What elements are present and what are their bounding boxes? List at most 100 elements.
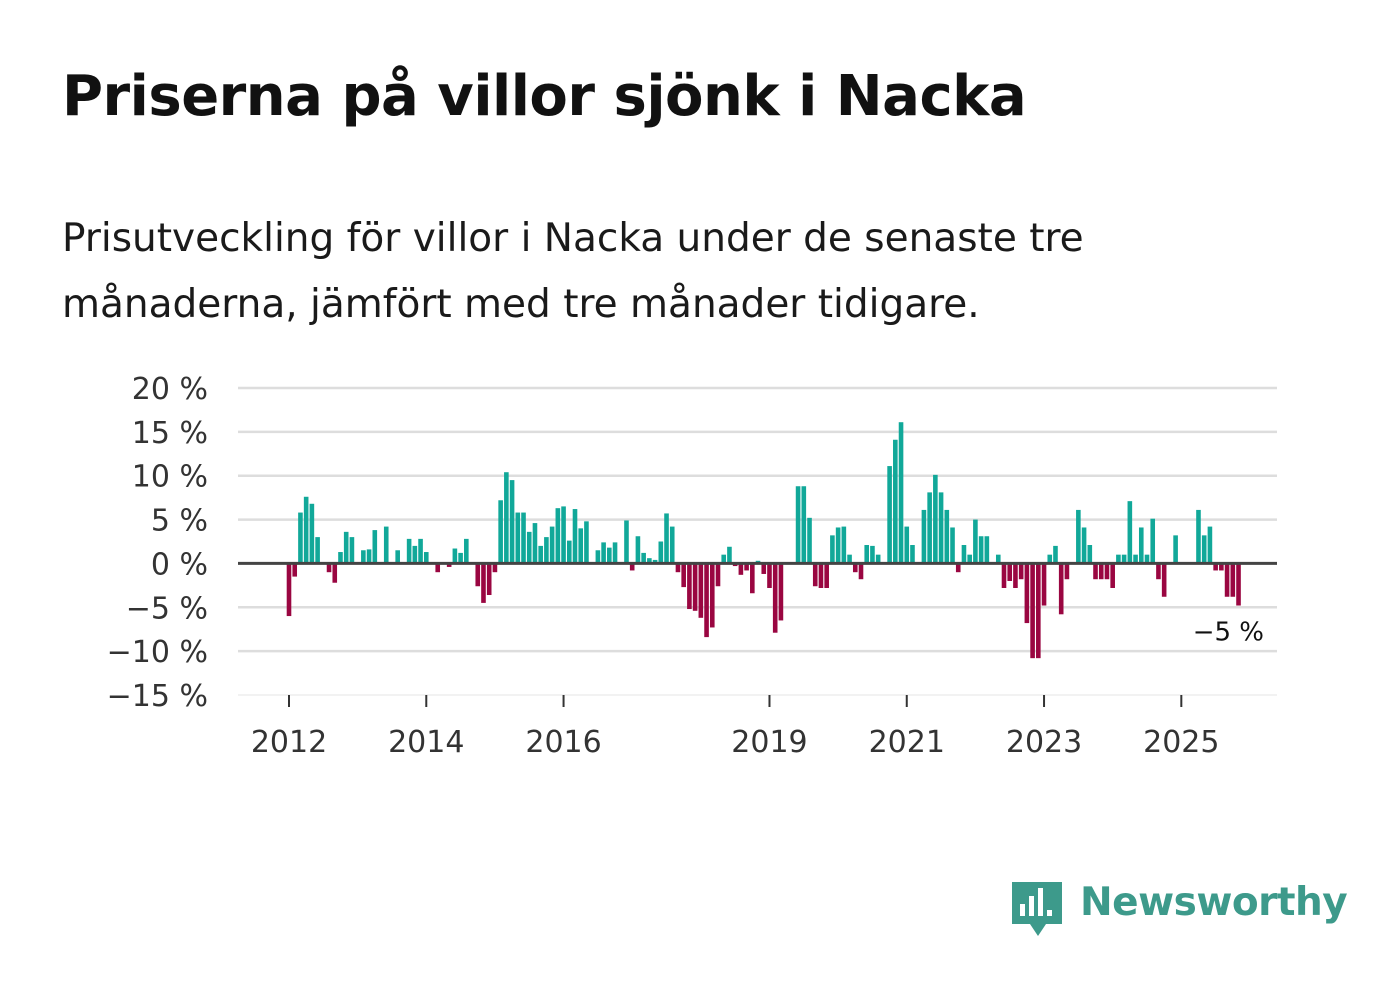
- y-tick-label: 5 %: [151, 504, 208, 539]
- bar-positive: [927, 492, 932, 564]
- bar-positive: [875, 554, 881, 564]
- bar-positive: [933, 474, 938, 564]
- newsworthy-logo-icon: [1012, 882, 1062, 936]
- bar-negative: [858, 563, 864, 580]
- bar-positive: [1144, 554, 1150, 564]
- bar-negative: [1018, 563, 1024, 580]
- bar-negative: [1236, 563, 1241, 606]
- bar-positive: [521, 512, 526, 564]
- bar-negative: [292, 563, 298, 577]
- bar-negative: [1030, 563, 1035, 659]
- bar-positive: [807, 517, 812, 564]
- bar-positive: [555, 508, 561, 564]
- y-tick-label: 15 %: [132, 416, 208, 451]
- bar-positive: [1201, 535, 1207, 564]
- bar-negative: [738, 563, 744, 575]
- bar-positive: [383, 526, 389, 564]
- bar-positive: [910, 545, 915, 564]
- bar-positive: [549, 526, 555, 564]
- bar-negative: [1001, 563, 1007, 588]
- bar-positive: [1207, 526, 1213, 564]
- bar-positive: [870, 545, 875, 564]
- bar-positive: [635, 536, 641, 564]
- bar-positive: [995, 554, 1001, 564]
- bar-negative: [1058, 563, 1064, 615]
- bar-positive: [572, 509, 578, 564]
- bar-negative: [818, 563, 824, 588]
- bar-negative: [955, 563, 961, 573]
- bar-negative: [1036, 563, 1041, 659]
- bar-positive: [309, 503, 315, 564]
- bar-positive: [973, 519, 978, 564]
- bar-negative: [750, 563, 755, 594]
- bar-positive: [1081, 527, 1087, 564]
- bar-positive: [967, 554, 972, 564]
- gridlines: [238, 386, 1277, 696]
- bar-negative: [687, 563, 692, 610]
- bar-positive: [904, 526, 910, 564]
- bar-chart: 20 %15 %10 %5 %0 %−5 %−10 %−15 % 2012 201…: [107, 372, 1277, 760]
- x-tick-label: 2021: [869, 725, 945, 760]
- bar-positive: [612, 542, 618, 564]
- y-tick-label: −10 %: [107, 635, 208, 670]
- bar-positive: [961, 545, 967, 564]
- bar-negative: [1041, 563, 1047, 606]
- bar-positive: [452, 548, 458, 564]
- bar-positive: [950, 527, 955, 564]
- bar-positive: [595, 550, 601, 564]
- bar-negative: [1213, 563, 1218, 571]
- y-tick-label: 20 %: [132, 372, 208, 407]
- bar-positive: [578, 528, 584, 564]
- bar-negative: [704, 563, 709, 638]
- bar-positive: [566, 540, 572, 564]
- bar-positive: [727, 546, 732, 564]
- x-tick-label: 2025: [1143, 725, 1219, 760]
- y-tick-label: −15 %: [107, 679, 208, 714]
- y-tick-label: 0 %: [151, 547, 208, 582]
- bar-negative: [1024, 563, 1030, 624]
- bar-positive: [652, 559, 658, 564]
- bar-positive: [303, 496, 309, 564]
- bar-negative: [492, 563, 498, 573]
- bar-negative: [475, 563, 481, 587]
- bar-positive: [1150, 518, 1156, 564]
- bar-positive: [887, 466, 892, 564]
- bar-positive: [721, 554, 727, 564]
- bar-positive: [658, 541, 664, 564]
- chart-title: Priserna på villor sjönk i Nacka: [62, 64, 1027, 129]
- bar-positive: [464, 538, 469, 564]
- bar-negative: [446, 563, 452, 567]
- bar-positive: [938, 492, 944, 564]
- bar-negative: [761, 563, 767, 574]
- bar-negative: [1007, 563, 1013, 581]
- x-tick-label: 2019: [731, 725, 807, 760]
- bar-positive: [372, 530, 378, 564]
- bar-positive: [795, 486, 801, 564]
- bar-positive: [664, 513, 669, 564]
- bar-positive: [1047, 554, 1053, 564]
- bar-negative: [698, 563, 704, 618]
- bar-positive: [343, 531, 349, 564]
- bar-positive: [423, 552, 429, 564]
- bar-negative: [326, 563, 332, 573]
- bar-positive: [515, 512, 521, 564]
- bar-negative: [1013, 563, 1018, 588]
- bar-negative: [486, 563, 492, 596]
- bar-positive: [406, 538, 412, 564]
- bar-positive: [835, 527, 841, 564]
- bar-positive: [830, 535, 835, 564]
- bar-positive: [561, 506, 566, 564]
- bar-positive: [544, 537, 549, 564]
- bar-positive: [864, 545, 870, 564]
- bar-negative: [481, 563, 486, 603]
- y-tick-label: 10 %: [132, 460, 208, 495]
- bar-negative: [286, 563, 292, 617]
- chart-subtitle: Prisutveckling för villor i Nacka under …: [62, 216, 1084, 327]
- bar-positive: [669, 526, 675, 564]
- bar-negative: [1093, 563, 1098, 580]
- bar-positive: [498, 500, 503, 564]
- bar-negative: [824, 563, 829, 588]
- bar-negative: [778, 563, 784, 621]
- bar-negative: [772, 563, 778, 633]
- bar-positive: [801, 486, 807, 564]
